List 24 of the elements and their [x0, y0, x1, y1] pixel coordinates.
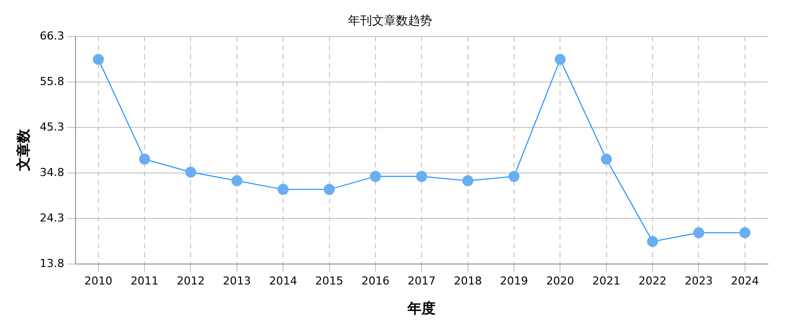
x-axis-title: 年度 — [406, 300, 436, 318]
y-tick-label: 24.3 — [40, 211, 64, 224]
x-tick-label: 2024 — [730, 274, 759, 288]
y-tick-label: 55.8 — [40, 74, 64, 88]
x-tick-label: 2012 — [176, 274, 205, 288]
y-tick-label: 34.8 — [40, 166, 64, 179]
x-tick-label: 2015 — [315, 274, 344, 288]
y-tick-label: 66.3 — [40, 29, 64, 42]
y-axis-title: 文章数 — [15, 128, 32, 172]
x-tick-label: 2023 — [684, 274, 713, 288]
x-tick-label: 2017 — [408, 274, 436, 288]
x-tick-label: 2021 — [592, 274, 620, 288]
x-tick-label: 2019 — [500, 274, 528, 288]
x-tick-label: 2011 — [130, 274, 159, 288]
x-tick-label: 2016 — [361, 274, 390, 288]
x-tick-label: 2020 — [546, 274, 574, 288]
x-tick-label: 2014 — [269, 274, 298, 288]
y-tick-label: 13.8 — [40, 256, 64, 270]
x-tick-label: 2022 — [638, 274, 667, 288]
x-tick-label: 2010 — [84, 274, 112, 288]
chart-title: 年刊文章数趋势 — [348, 13, 432, 28]
x-tick-label: 2013 — [222, 274, 251, 288]
x-tick-label: 2018 — [454, 274, 482, 288]
y-tick-label: 45.3 — [40, 120, 64, 134]
